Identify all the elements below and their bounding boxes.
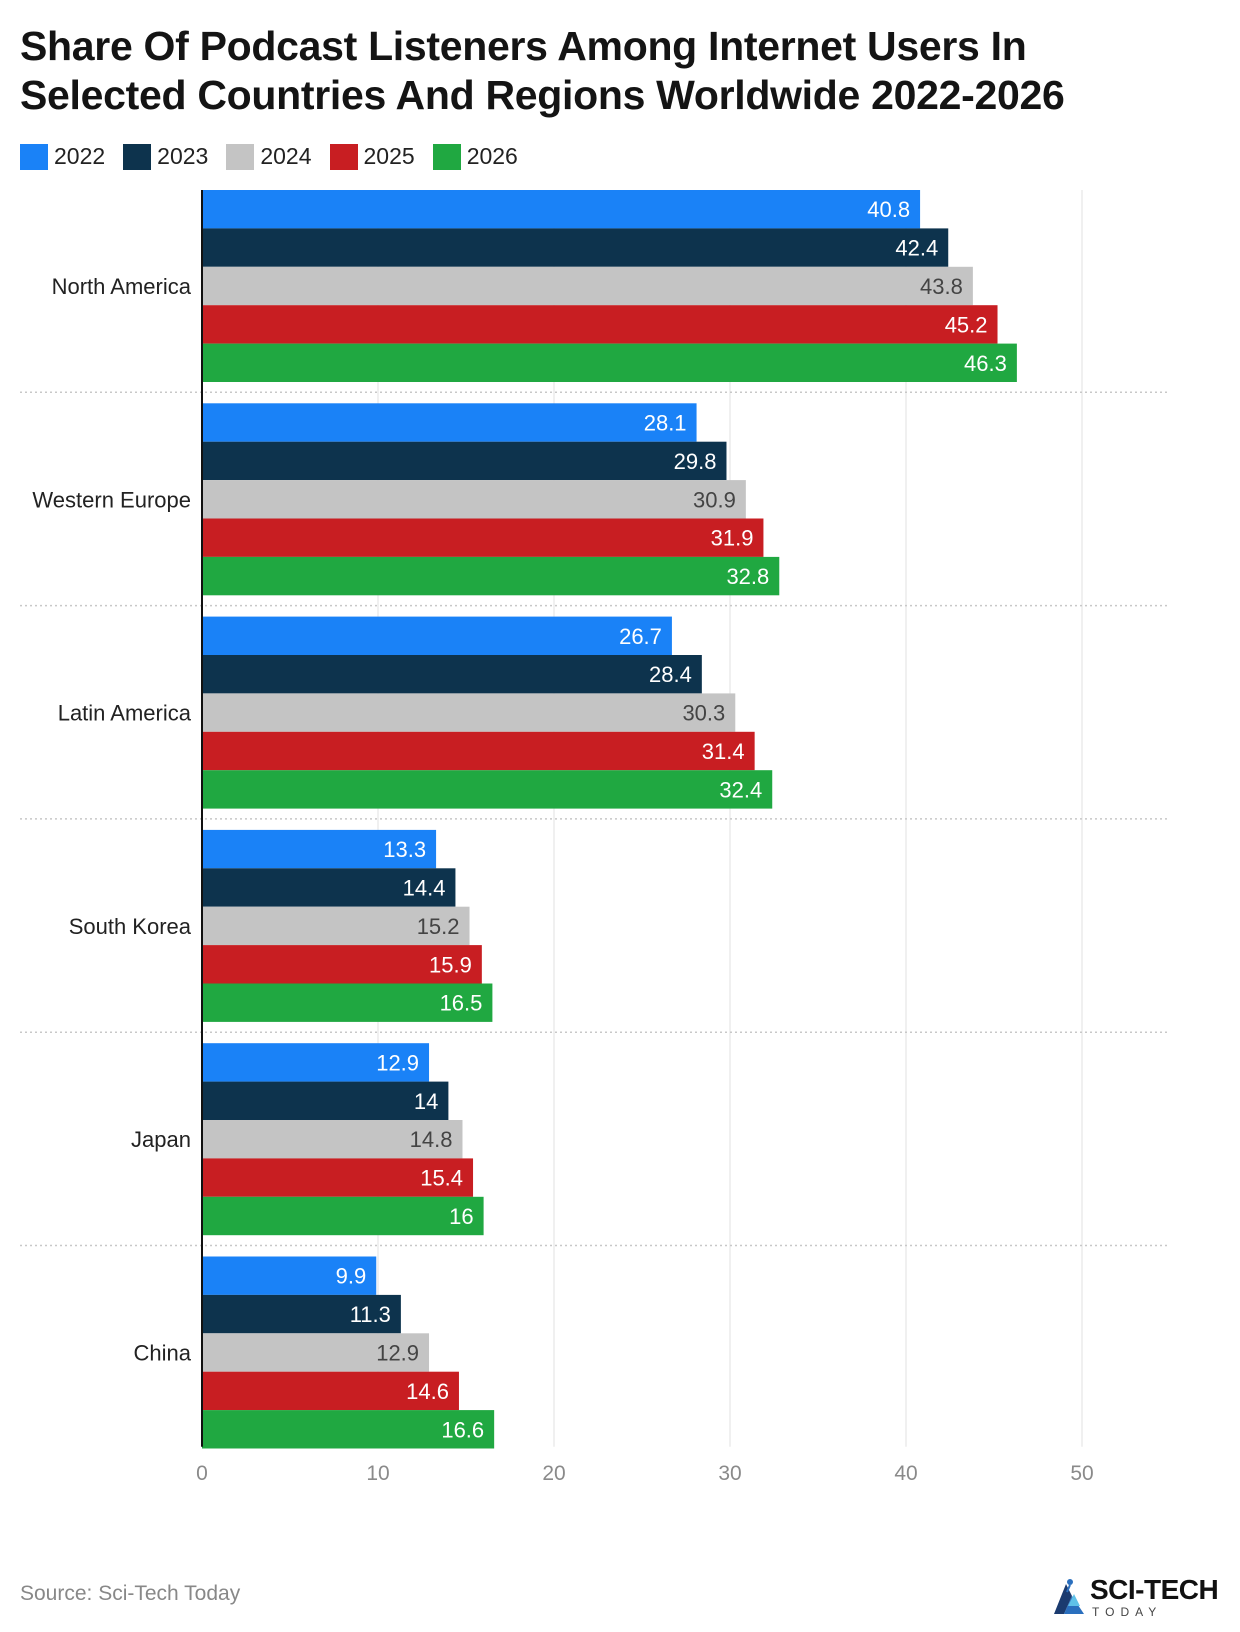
bar-2025-5 bbox=[202, 1371, 459, 1411]
legend-swatch-2022 bbox=[20, 143, 48, 170]
x-tick-label: 40 bbox=[894, 1462, 917, 1485]
data-label: 16.5 bbox=[440, 991, 483, 1016]
category-label: South Korea bbox=[69, 914, 192, 939]
data-label: 16.6 bbox=[441, 1417, 484, 1442]
category-label: China bbox=[134, 1341, 192, 1366]
bar-2023-0 bbox=[202, 228, 949, 267]
bar-2025-4 bbox=[202, 1158, 474, 1197]
legend-label-2024: 2024 bbox=[260, 143, 312, 169]
bar-2022-2 bbox=[202, 616, 672, 655]
data-label: 13.3 bbox=[383, 837, 426, 862]
legend-swatch-2025 bbox=[329, 143, 358, 170]
data-label: 43.8 bbox=[920, 274, 963, 299]
bar-2026-2 bbox=[202, 770, 773, 809]
x-tick-label: 10 bbox=[366, 1462, 389, 1485]
data-label: 14.8 bbox=[410, 1127, 453, 1152]
bar-2024-1 bbox=[202, 480, 746, 519]
logo-subtitle: TODAY bbox=[1092, 1605, 1163, 1619]
bar-2022-3 bbox=[202, 829, 437, 869]
sci-tech-logo-icon bbox=[1054, 1579, 1084, 1614]
bar-2026-1 bbox=[202, 556, 780, 596]
legend-label-2026: 2026 bbox=[466, 143, 518, 169]
legend-item-2026: 2026 bbox=[432, 143, 518, 170]
source-note: Source: Sci-Tech Today bbox=[20, 1582, 241, 1605]
data-label: 11.3 bbox=[350, 1302, 391, 1327]
data-label: 28.4 bbox=[649, 662, 692, 687]
bar-chart: 40.8 42.4 43.8 45.2 46.3 North America 28.1 29.… bbox=[20, 190, 1170, 1485]
data-label: 31.4 bbox=[702, 739, 745, 764]
data-label: 12.9 bbox=[376, 1341, 419, 1366]
data-label: 9.9 bbox=[336, 1264, 367, 1289]
chart-legend: 2022 2023 2024 2025 2026 bbox=[20, 143, 536, 170]
legend-label-2022: 2022 bbox=[54, 143, 106, 169]
x-tick-label: 50 bbox=[1070, 1462, 1093, 1485]
data-label: 42.4 bbox=[895, 236, 938, 261]
legend-swatch-2026 bbox=[432, 143, 461, 170]
legend-item-2025: 2025 bbox=[329, 143, 415, 170]
data-label: 30.3 bbox=[682, 701, 725, 726]
sci-tech-logo: SCI-TECH TODAY bbox=[1050, 1572, 1222, 1622]
bar-2025-3 bbox=[202, 945, 482, 984]
x-tick-label: 30 bbox=[718, 1462, 741, 1485]
bar-2022-5 bbox=[202, 1256, 377, 1295]
bar-2023-3 bbox=[202, 868, 456, 907]
data-label: 16 bbox=[449, 1204, 473, 1229]
bar-2025-1 bbox=[202, 518, 764, 557]
data-label: 32.8 bbox=[726, 564, 769, 589]
bar-2023-4 bbox=[202, 1081, 449, 1120]
bar-2024-5 bbox=[202, 1333, 430, 1372]
bar-2025-2 bbox=[202, 731, 755, 771]
data-label: 28.1 bbox=[644, 411, 687, 436]
bar-2022-1 bbox=[202, 403, 697, 442]
logo-name: SCI-TECH bbox=[1090, 1574, 1219, 1605]
data-label: 45.2 bbox=[945, 312, 988, 337]
bar-2026-3 bbox=[202, 983, 493, 1022]
legend-item-2023: 2023 bbox=[123, 143, 208, 170]
legend-item-2024: 2024 bbox=[226, 143, 312, 170]
data-label: 30.9 bbox=[693, 487, 736, 512]
chart-title: Share Of Podcast Listeners Among Interne… bbox=[20, 23, 1065, 118]
bar-2026-4 bbox=[202, 1196, 484, 1236]
bar-2022-4 bbox=[202, 1043, 430, 1082]
legend-swatch-2023 bbox=[123, 143, 152, 170]
data-label: 32.4 bbox=[719, 777, 762, 802]
bar-2023-2 bbox=[202, 655, 702, 694]
bar-2026-5 bbox=[202, 1410, 495, 1449]
data-label: 40.8 bbox=[867, 197, 910, 222]
legend-label-2023: 2023 bbox=[157, 143, 209, 169]
x-tick-label: 20 bbox=[542, 1462, 565, 1485]
data-label: 15.2 bbox=[417, 914, 460, 939]
legend-label-2025: 2025 bbox=[363, 143, 415, 169]
data-label: 14.6 bbox=[406, 1379, 449, 1404]
bar-2024-4 bbox=[202, 1120, 463, 1159]
category-label: North America bbox=[52, 274, 192, 299]
bar-2024-2 bbox=[202, 693, 736, 732]
bar-2025-0 bbox=[202, 305, 998, 344]
data-label: 14.4 bbox=[403, 876, 446, 901]
category-label: Japan bbox=[131, 1127, 191, 1152]
data-label: 14 bbox=[414, 1089, 438, 1114]
bar-2023-5 bbox=[202, 1294, 401, 1334]
x-tick-label: 0 bbox=[196, 1462, 208, 1485]
data-label: 26.7 bbox=[619, 624, 662, 649]
data-label: 15.9 bbox=[429, 952, 472, 977]
data-label: 46.3 bbox=[964, 351, 1007, 376]
category-label: Latin America bbox=[58, 701, 192, 726]
data-label: 15.4 bbox=[420, 1166, 463, 1191]
legend-swatch-2024 bbox=[226, 143, 255, 170]
data-label: 31.9 bbox=[711, 526, 754, 551]
category-label: Western Europe bbox=[32, 487, 191, 512]
bar-2022-0 bbox=[202, 190, 921, 229]
bar-2026-0 bbox=[202, 343, 1017, 382]
bar-2024-0 bbox=[202, 266, 973, 306]
legend-item-2022: 2022 bbox=[20, 143, 105, 170]
data-label: 29.8 bbox=[674, 449, 717, 474]
bar-2023-1 bbox=[202, 441, 727, 481]
bar-2024-3 bbox=[202, 906, 470, 946]
data-label: 12.9 bbox=[376, 1050, 419, 1075]
